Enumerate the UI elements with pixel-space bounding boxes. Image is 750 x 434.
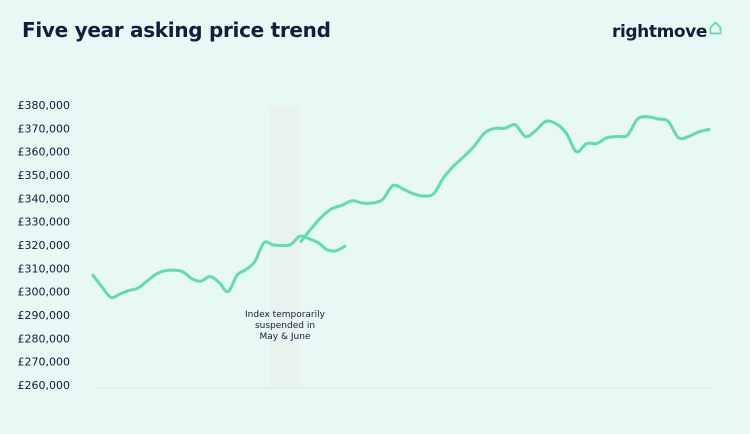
y-tick-label: £280,000 bbox=[18, 332, 71, 345]
price-line-after-suspension bbox=[299, 115, 711, 243]
y-tick-label: £270,000 bbox=[18, 356, 71, 369]
annotation-line: suspended in bbox=[255, 321, 315, 331]
suspension-annotation: Index temporarily suspended in May & June bbox=[245, 310, 326, 342]
y-tick-label: £300,000 bbox=[18, 286, 71, 299]
y-tick-label: £330,000 bbox=[18, 216, 71, 229]
annotation-line: Index temporarily bbox=[245, 310, 326, 320]
page-title: Five year asking price trend bbox=[22, 18, 331, 42]
price-series bbox=[91, 115, 711, 300]
y-tick-label: £350,000 bbox=[18, 169, 71, 182]
price-line-before-suspension bbox=[91, 234, 347, 300]
y-tick-label: £340,000 bbox=[18, 192, 71, 205]
y-tick-label: £360,000 bbox=[18, 146, 71, 159]
suspended-period-band bbox=[270, 106, 300, 388]
y-axis: £380,000 £370,000 £360,000 £350,000 £340,000… bbox=[18, 99, 71, 392]
house-outline-icon bbox=[709, 21, 722, 35]
brand-name: rightmove bbox=[611, 22, 707, 42]
y-tick-label: £320,000 bbox=[18, 239, 71, 252]
y-tick-label: £260,000 bbox=[18, 379, 71, 392]
y-tick-label: £370,000 bbox=[18, 122, 71, 135]
brand-logo: rightmove bbox=[611, 21, 722, 42]
annotation-line: May & June bbox=[260, 332, 311, 342]
y-tick-label: £290,000 bbox=[18, 309, 71, 322]
y-tick-label: £380,000 bbox=[18, 99, 71, 112]
y-tick-label: £310,000 bbox=[18, 262, 71, 275]
